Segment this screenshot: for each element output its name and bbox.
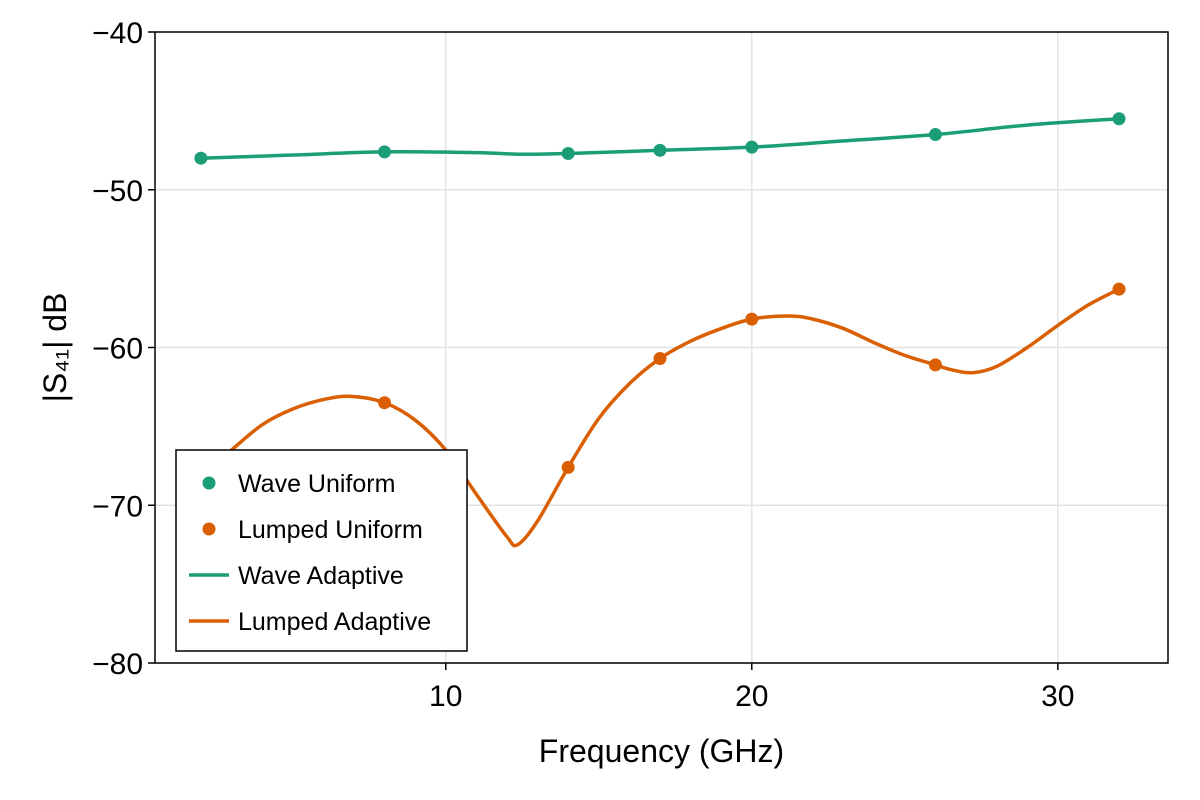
- x-tick-label: 30: [1041, 680, 1074, 713]
- wave-uniform-point: [653, 143, 667, 157]
- lumped-uniform-point: [653, 352, 667, 366]
- legend-label-lumped-uniform: Lumped Uniform: [238, 516, 423, 544]
- legend-marker-wave-uniform: [202, 476, 216, 490]
- y-axis-title: |S₄₁| dB: [37, 293, 73, 403]
- legend-box: [175, 449, 468, 652]
- ticks: 10 20 30 −40 −50 −60 −70 −80: [92, 17, 1074, 713]
- wave-uniform-point: [194, 151, 208, 165]
- y-tick-label: −60: [92, 333, 143, 366]
- legend-label-lumped-adaptive: Lumped Adaptive: [238, 608, 431, 636]
- x-axis-title: Frequency (GHz): [539, 733, 784, 769]
- x-tick-label: 10: [429, 680, 462, 713]
- lumped-uniform-point: [1112, 282, 1126, 296]
- wave-adaptive-line: [199, 117, 1121, 160]
- y-tick-label: −50: [92, 175, 143, 208]
- lumped-uniform-point: [378, 396, 392, 410]
- wave-uniform-point: [1112, 112, 1126, 126]
- legend-label-wave-uniform: Wave Uniform: [238, 470, 395, 498]
- wave-uniform-point: [378, 145, 392, 159]
- lumped-uniform-point: [745, 312, 759, 326]
- x-tick-label: 20: [735, 680, 768, 713]
- y-tick-label: −70: [92, 490, 143, 523]
- y-tick-label: −80: [92, 648, 143, 681]
- lumped-uniform-point: [928, 358, 942, 372]
- wave-uniform-point: [928, 128, 942, 142]
- series-layer: [194, 112, 1126, 548]
- lumped-uniform-point: [561, 460, 575, 474]
- y-tick-label: −40: [92, 17, 143, 50]
- legend-label-wave-adaptive: Wave Adaptive: [238, 562, 404, 590]
- wave-uniform-point: [561, 146, 575, 160]
- legend-marker-lumped-uniform: [202, 522, 216, 536]
- legend: Wave Uniform Lumped Uniform Wave Adaptive L…: [175, 449, 468, 652]
- wave-uniform-point: [745, 140, 759, 154]
